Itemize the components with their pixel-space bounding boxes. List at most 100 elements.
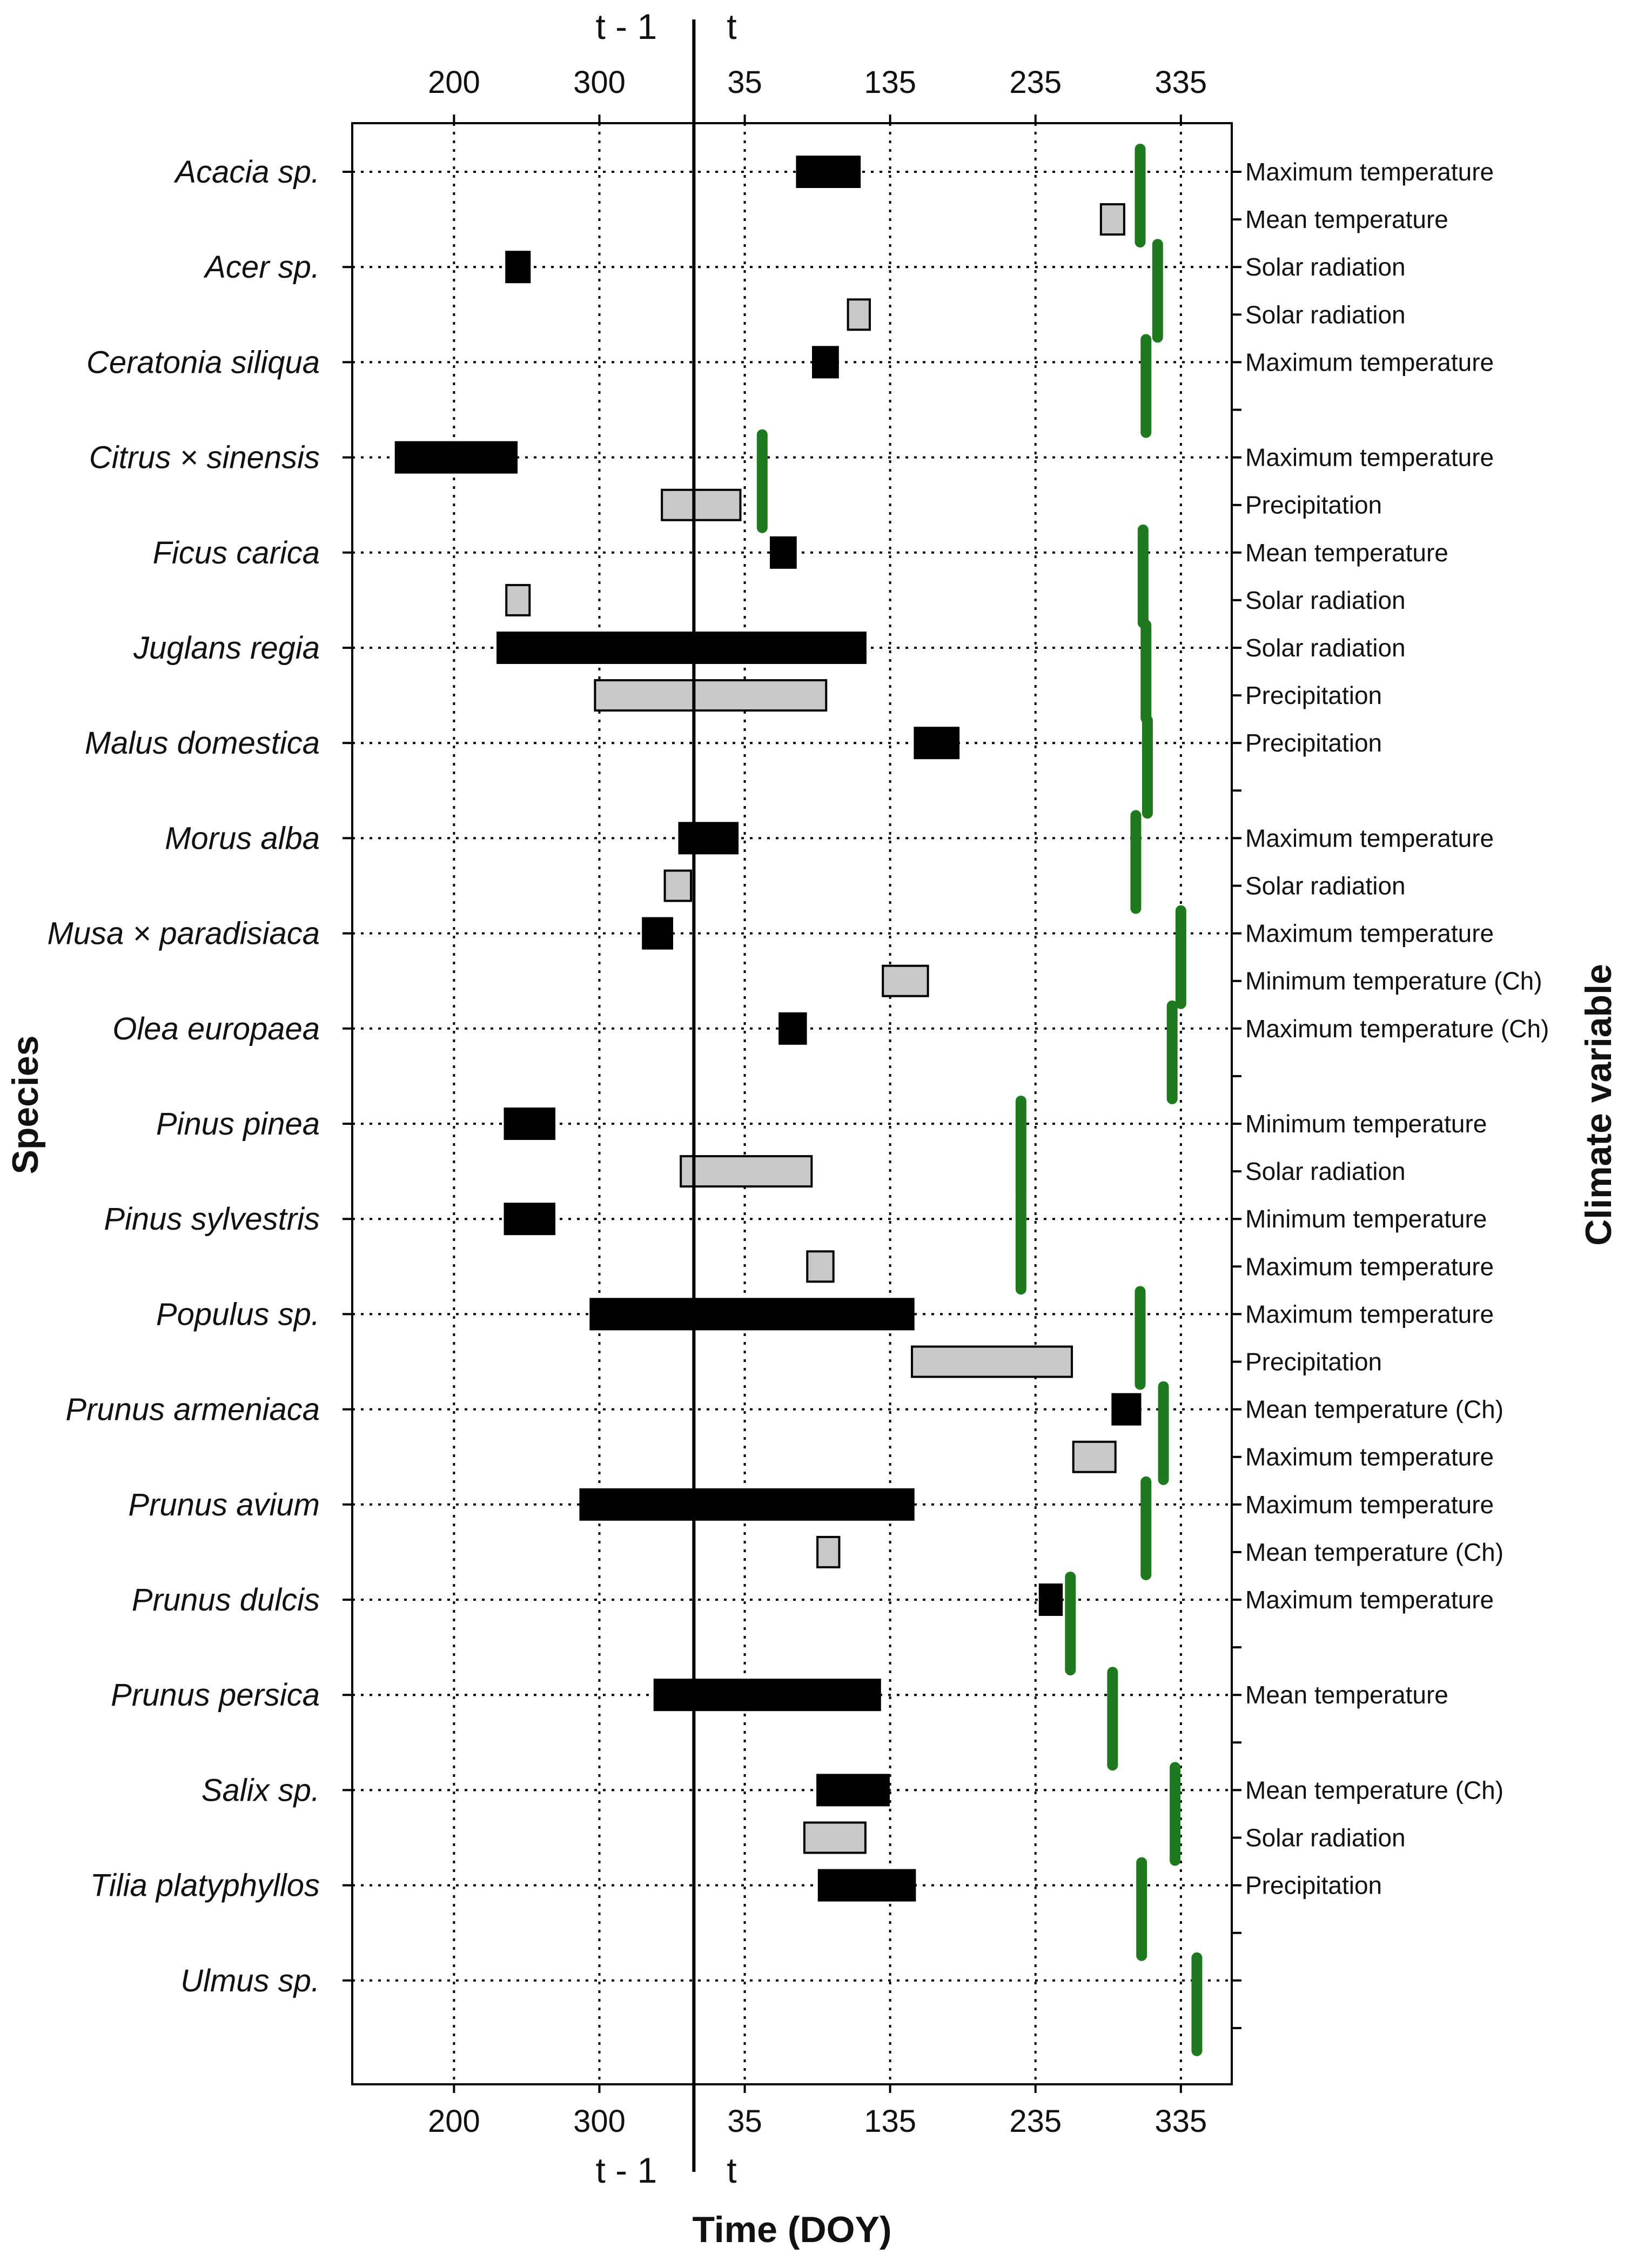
climate-variable-label: Solar radiation xyxy=(1245,586,1406,614)
climate-variable-label: Precipitation xyxy=(1245,729,1382,757)
climate-variable-label: Minimum temperature xyxy=(1245,1110,1487,1138)
climate-variable-label: Precipitation xyxy=(1245,681,1382,709)
climate-variable-label: Maximum temperature xyxy=(1245,158,1494,186)
climate-variable-label: Maximum temperature xyxy=(1245,1443,1494,1471)
window-bar-secondary xyxy=(816,1535,841,1568)
green-marker xyxy=(1152,239,1163,343)
climate-variable-label: Mean temperature xyxy=(1245,539,1448,567)
climate-variable-label: Solar radiation xyxy=(1245,872,1406,900)
grid-layer xyxy=(352,123,1232,2084)
window-bar-main xyxy=(496,632,867,664)
climate-variable-label: Precipitation xyxy=(1245,1348,1382,1376)
period-label-previous-bottom: t - 1 xyxy=(596,2150,657,2190)
species-label: Populus sp. xyxy=(156,1297,320,1332)
species-label: Ulmus sp. xyxy=(180,1963,320,1998)
marker-layer xyxy=(756,144,1203,2056)
climate-variable-label: Maximum temperature xyxy=(1245,348,1494,376)
climate-variable-label: Maximum temperature xyxy=(1245,1491,1494,1519)
window-bar-main xyxy=(642,917,673,950)
x-tick-label-bottom: 200 xyxy=(428,2104,480,2139)
species-label: Pinus pinea xyxy=(156,1106,320,1142)
window-bar-main xyxy=(812,346,839,379)
green-marker xyxy=(1107,1667,1118,1771)
climate-variable-label: Solar radiation xyxy=(1245,1824,1406,1852)
window-bar-main xyxy=(678,822,739,855)
climate-variable-label: Maximum temperature xyxy=(1245,1252,1494,1280)
period-label-previous-top: t - 1 xyxy=(596,6,657,46)
x-tick-label-top: 300 xyxy=(573,65,626,100)
climate-variable-label: Maximum temperature xyxy=(1245,444,1494,472)
window-bar-main xyxy=(504,1108,556,1140)
climate-variable-label: Maximum temperature xyxy=(1245,1300,1494,1328)
green-marker xyxy=(1140,620,1152,724)
x-axis-title: Time (DOY) xyxy=(692,2209,891,2250)
green-marker xyxy=(1140,1476,1152,1580)
climate-variable-label: Minimum temperature (Ch) xyxy=(1245,967,1542,995)
climate-variable-label: Maximum temperature xyxy=(1245,920,1494,948)
green-marker xyxy=(1130,810,1142,914)
species-label: Salix sp. xyxy=(202,1773,320,1808)
green-marker xyxy=(1175,905,1186,1009)
climate-variable-label: Mean temperature (Ch) xyxy=(1245,1538,1504,1566)
species-label: Prunus dulcis xyxy=(132,1582,320,1618)
window-bar-secondary xyxy=(1072,1440,1117,1473)
climate-variable-label: Maximum temperature xyxy=(1245,824,1494,852)
climate-variable-label: Mean temperature xyxy=(1245,205,1448,233)
window-bar-main xyxy=(653,1679,881,1712)
climate-variable-label: Precipitation xyxy=(1245,491,1382,519)
species-label: Tilia platyphyllos xyxy=(90,1868,320,1903)
y-axis-title: Species xyxy=(5,1035,46,1174)
climate-variable-label: Maximum temperature xyxy=(1245,1586,1494,1614)
green-marker xyxy=(1136,1857,1147,1961)
climate-variable-label: Solar radiation xyxy=(1245,300,1406,328)
green-marker xyxy=(1140,334,1152,438)
species-label: Ficus carica xyxy=(153,535,320,571)
x-tick-label-bottom: 335 xyxy=(1155,2104,1207,2139)
climate-variable-label: Solar radiation xyxy=(1245,634,1406,662)
window-bar-main xyxy=(504,1203,556,1236)
window-bar-secondary xyxy=(505,583,531,616)
window-bar-main xyxy=(1038,1583,1063,1616)
species-label: Citrus × sinensis xyxy=(89,440,320,475)
window-bar-secondary xyxy=(680,1155,813,1188)
x-tick-label-bottom: 135 xyxy=(864,2104,916,2139)
green-marker xyxy=(1166,1000,1178,1104)
green-marker xyxy=(1065,1572,1076,1676)
climate-variable-label: Mean temperature xyxy=(1245,1681,1448,1709)
window-bar-main xyxy=(816,1774,890,1807)
window-bar-main xyxy=(505,251,531,284)
window-bar-main xyxy=(394,441,518,474)
window-bar-main xyxy=(589,1298,915,1331)
species-label: Prunus armeniaca xyxy=(65,1392,320,1427)
window-bar-main xyxy=(778,1012,807,1045)
species-label: Olea europaea xyxy=(112,1011,320,1046)
window-bar-secondary xyxy=(847,298,871,331)
green-marker xyxy=(1135,144,1146,248)
species-label: Malus domestica xyxy=(85,726,320,761)
climate-variable-label: Precipitation xyxy=(1245,1871,1382,1900)
climate-variable-label: Minimum temperature xyxy=(1245,1205,1487,1233)
window-bar-secondary xyxy=(806,1250,835,1283)
right-axis-title: Climate variable xyxy=(1578,964,1619,1246)
window-bar-main xyxy=(769,536,797,569)
window-bar-main xyxy=(914,727,960,760)
window-bar-secondary xyxy=(1099,203,1125,236)
green-marker xyxy=(1142,715,1153,819)
x-tick-label-bottom: 35 xyxy=(727,2104,762,2139)
period-label-current-top: t xyxy=(727,6,736,46)
climate-variable-label: Solar radiation xyxy=(1245,1157,1406,1185)
green-marker xyxy=(1170,1762,1181,1866)
green-marker xyxy=(1015,1191,1026,1295)
window-bar-secondary xyxy=(882,964,929,997)
x-tick-label-top: 135 xyxy=(864,65,916,100)
x-tick-label-bottom: 235 xyxy=(1009,2104,1062,2139)
x-tick-label-top: 235 xyxy=(1009,65,1062,100)
x-tick-label-bottom: 300 xyxy=(573,2104,626,2139)
species-label: Prunus avium xyxy=(128,1487,320,1522)
axis-layer: 200 200 300 300 35 35 135 135 235 235 335 335 Acacia… xyxy=(47,65,1549,2139)
window-bar-secondary xyxy=(661,488,742,521)
period-label-current-bottom: t xyxy=(727,2150,736,2190)
window-bar-secondary xyxy=(594,679,828,712)
bar-layer xyxy=(394,156,1142,1902)
